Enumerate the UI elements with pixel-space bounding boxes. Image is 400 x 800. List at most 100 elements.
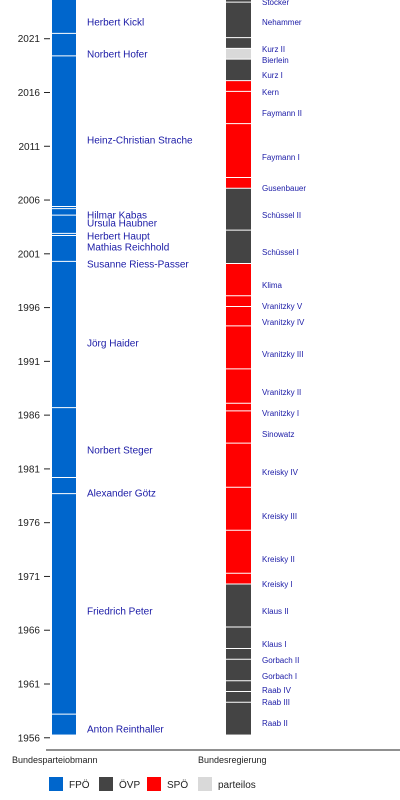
government-segment [226, 648, 251, 660]
year-axis: 1956 1961 1966 1971 1976 1981 1986 1991 1996 2001… [18, 34, 50, 744]
government-segment [226, 487, 251, 531]
government-label: Vranitzky IV [262, 318, 305, 327]
leader-label: Ursula Haubner [87, 219, 158, 230]
government-label: Kreisky II [262, 555, 295, 564]
leader-segment [52, 208, 76, 216]
year-tick-label: 1956 [18, 733, 41, 744]
government-label: Kern [262, 88, 279, 97]
government-label: Vranitzky II [262, 388, 301, 397]
leader-label: Mathias Reichhold [87, 243, 169, 254]
government-segment [226, 0, 251, 3]
government-label: Klaus II [262, 607, 289, 616]
year-tick-label: 2021 [18, 34, 41, 45]
government-label: Sinowatz [262, 430, 294, 439]
government-segment [226, 403, 251, 411]
government-label: Kurz II [262, 45, 285, 54]
government-label: Faymann II [262, 109, 302, 118]
government-segment [226, 123, 251, 178]
government-segment [226, 80, 251, 92]
leader-label: Heinz-Christian Strache [87, 136, 193, 147]
government-label: Klima [262, 281, 283, 290]
leader-label: Herbert Kickl [87, 18, 144, 29]
year-tick-label: 2016 [18, 88, 41, 99]
governments-column: Raab II Raab III Raab IV Gorbach I Gorbach I… [226, 0, 306, 735]
government-label: Raab III [262, 698, 290, 707]
legend-label: parteilos [218, 780, 256, 791]
year-tick-label: 2006 [18, 196, 41, 207]
government-segment [226, 37, 251, 49]
government-label: Nehammer [262, 18, 302, 27]
government-segment [226, 177, 251, 189]
government-label: Schüssel I [262, 248, 299, 257]
leader-segment [52, 407, 76, 478]
government-label: Gorbach I [262, 672, 297, 681]
leader-label: Susanne Riess-Passer [87, 260, 189, 271]
government-segment [226, 263, 251, 296]
year-tick-label: 1961 [18, 680, 41, 691]
government-segment [226, 91, 251, 124]
year-tick-label: 2001 [18, 249, 41, 260]
leader-label: Norbert Steger [87, 446, 153, 457]
government-segment [226, 530, 251, 574]
legend-swatch [49, 777, 63, 791]
government-label: Kreisky IV [262, 468, 299, 477]
leader-label: Herbert Haupt [87, 232, 150, 243]
leader-segment [52, 493, 76, 715]
government-label: Faymann I [262, 153, 300, 162]
government-segment [226, 702, 251, 735]
year-tick-label: 1966 [18, 626, 41, 637]
leader-segment [52, 33, 76, 56]
government-segment [226, 2, 251, 38]
government-label: Gorbach II [262, 656, 299, 665]
government-label: Klaus I [262, 640, 286, 649]
government-segment [226, 627, 251, 649]
leader-label: Hilmar Kabas [87, 211, 147, 222]
year-tick-label: 2011 [18, 142, 40, 153]
leader-label: Friedrich Peter [87, 607, 153, 618]
leader-segment [52, 233, 76, 236]
government-segment [226, 443, 251, 488]
government-label: Bierlein [262, 56, 289, 65]
legend-swatch [198, 777, 212, 791]
leader-label: Jörg Haider [87, 339, 139, 350]
government-segment [226, 410, 251, 444]
year-tick-label: 1971 [18, 572, 41, 583]
right-column-label: Bundesregierung [198, 755, 267, 765]
government-label: Raab II [262, 719, 288, 728]
government-segment [226, 59, 251, 81]
government-label: Stocker [262, 0, 289, 7]
government-label: Raab IV [262, 686, 292, 695]
legend-label: FPÖ [69, 779, 90, 791]
government-segment [226, 306, 251, 326]
government-segment [226, 583, 251, 627]
year-tick-label: 1986 [18, 411, 41, 422]
government-segment [226, 230, 251, 264]
legend-swatch [99, 777, 113, 791]
leader-segment [52, 714, 76, 735]
government-label: Kreisky III [262, 512, 297, 521]
government-label: Vranitzky I [262, 409, 299, 418]
leader-label: Alexander Götz [87, 489, 156, 500]
government-segment [226, 680, 251, 692]
legend-swatch [147, 777, 161, 791]
government-segment [226, 368, 251, 404]
leaders-column: Anton Reinthaller Friedrich Peter Alexande… [52, 0, 193, 736]
government-label: Schüssel II [262, 211, 301, 220]
government-segment [226, 295, 251, 307]
government-label: Vranitzky V [262, 302, 303, 311]
government-label: Kurz I [262, 71, 283, 80]
year-tick-label: 1976 [18, 518, 41, 529]
leader-label: Anton Reinthaller [87, 725, 164, 736]
year-tick-label: 1996 [18, 303, 41, 314]
leader-label: Norbert Hofer [87, 50, 148, 61]
leader-segment [52, 261, 76, 408]
leader-segment [52, 206, 76, 209]
government-label: Kreisky I [262, 580, 293, 589]
government-label: Gusenbauer [262, 184, 306, 193]
legend-label: ÖVP [119, 779, 140, 791]
legend: FPÖ ÖVP SPÖ parteilos [49, 777, 256, 791]
government-segment [226, 48, 251, 60]
government-segment [226, 573, 251, 584]
government-label: Vranitzky III [262, 350, 304, 359]
